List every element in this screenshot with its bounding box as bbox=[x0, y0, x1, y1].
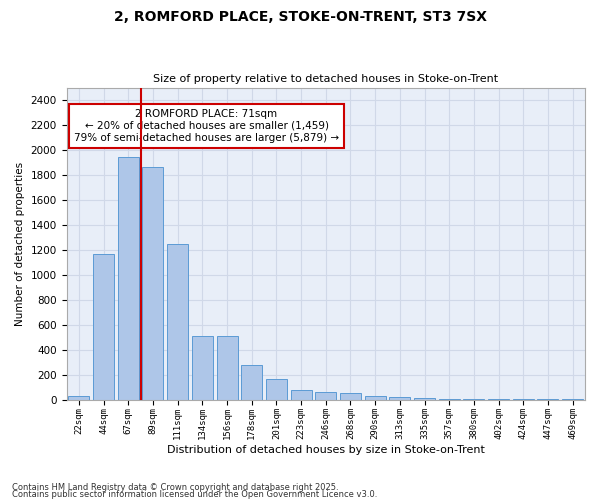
Bar bbox=[192, 336, 213, 400]
Y-axis label: Number of detached properties: Number of detached properties bbox=[15, 162, 25, 326]
Bar bbox=[315, 392, 336, 400]
Bar bbox=[340, 392, 361, 400]
Bar bbox=[217, 336, 238, 400]
Bar bbox=[562, 399, 583, 400]
Bar bbox=[439, 398, 460, 400]
Bar bbox=[142, 168, 163, 400]
Text: 2 ROMFORD PLACE: 71sqm
← 20% of detached houses are smaller (1,459)
79% of semi-: 2 ROMFORD PLACE: 71sqm ← 20% of detached… bbox=[74, 110, 339, 142]
Title: Size of property relative to detached houses in Stoke-on-Trent: Size of property relative to detached ho… bbox=[153, 74, 499, 84]
Bar bbox=[241, 364, 262, 400]
Bar bbox=[266, 379, 287, 400]
Bar bbox=[68, 396, 89, 400]
Bar bbox=[389, 398, 410, 400]
Bar bbox=[365, 396, 386, 400]
Bar bbox=[290, 390, 311, 400]
Bar bbox=[93, 254, 114, 400]
Text: Contains public sector information licensed under the Open Government Licence v3: Contains public sector information licen… bbox=[12, 490, 377, 499]
Text: 2, ROMFORD PLACE, STOKE-ON-TRENT, ST3 7SX: 2, ROMFORD PLACE, STOKE-ON-TRENT, ST3 7S… bbox=[113, 10, 487, 24]
Bar bbox=[167, 244, 188, 400]
X-axis label: Distribution of detached houses by size in Stoke-on-Trent: Distribution of detached houses by size … bbox=[167, 445, 485, 455]
Bar bbox=[414, 398, 435, 400]
Bar bbox=[118, 158, 139, 400]
Bar bbox=[463, 399, 484, 400]
Text: Contains HM Land Registry data © Crown copyright and database right 2025.: Contains HM Land Registry data © Crown c… bbox=[12, 484, 338, 492]
